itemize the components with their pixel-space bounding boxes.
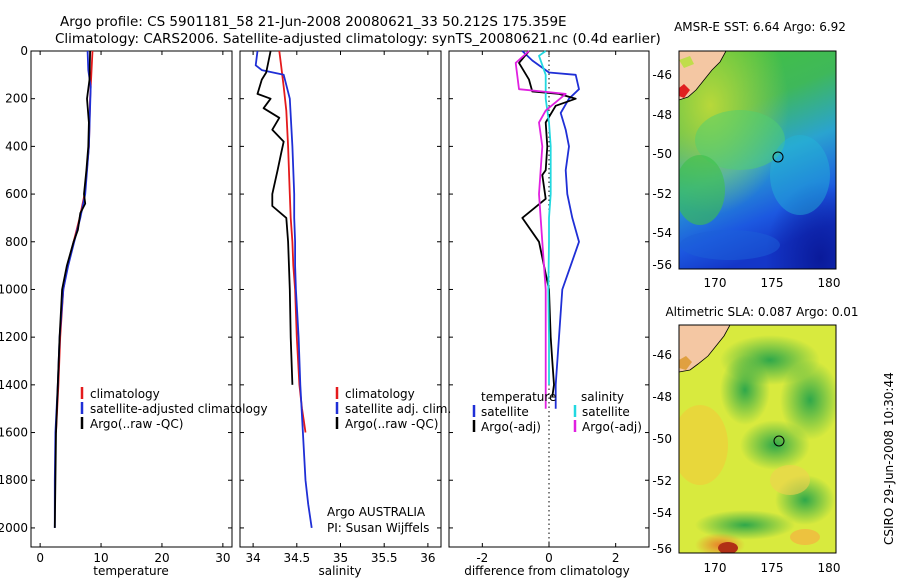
temperature-panel-series-argo-raw-qc- <box>53 50 91 528</box>
sst-map-ytick: -48 <box>652 108 672 122</box>
sst-map-ytick: -52 <box>652 187 672 201</box>
sla-map-ytick: -54 <box>652 506 672 520</box>
salinity-panel-xtick-label: 35.5 <box>371 551 398 565</box>
salinity-annotation-line2: PI: Susan Wijffels <box>327 521 429 535</box>
difference-legend-label: satellite <box>481 405 529 419</box>
temperature-axes <box>30 50 233 548</box>
salinity-panel-series-argo-raw-qc- <box>256 50 294 385</box>
difference-legend-label: Argo(-adj) <box>582 420 642 434</box>
sla-map-ytick: -46 <box>652 348 672 362</box>
depth-tick-label: 1600 <box>0 426 28 440</box>
difference-xlabel: difference from climatology <box>464 564 630 578</box>
sla-map-ytick: -50 <box>652 432 672 446</box>
figure-title-line2: Climatology: CARS2006. Satellite-adjuste… <box>55 31 661 47</box>
sla-map-title: Altimetric SLA: 0.087 Argo: 0.01 <box>665 305 858 319</box>
temperature-panel-xtick-label: 30 <box>215 551 230 565</box>
depth-tick-label: 1200 <box>0 330 28 344</box>
difference-panel-xtick-label: 0 <box>545 551 553 565</box>
sla-map-xtick-175: 175 <box>761 561 784 575</box>
temperature-panel-legend-label: satellite-adjusted climatology <box>90 402 268 416</box>
difference-panel-series-salinity-argo-adj- <box>514 50 567 409</box>
difference-panel-series-temperature-satellite <box>521 50 580 409</box>
sla-float-marker <box>773 435 785 447</box>
temperature-panel-legend-label: Argo(..raw -QC) <box>90 417 183 431</box>
temperature-panel-legend-label: climatology <box>90 387 160 401</box>
sla-map-xtick-170: 170 <box>704 561 727 575</box>
temperature-panel-xtick-label: 20 <box>154 551 169 565</box>
salinity-panel-xtick-label: 34 <box>245 551 260 565</box>
sst-float-marker <box>772 151 784 163</box>
salinity-panel-series-satellite-adj-clim- <box>254 50 313 529</box>
difference-panel-series-salinity-satellite <box>538 50 552 385</box>
salinity-panel-legend-label: satellite adj. clim. <box>345 402 451 416</box>
sst-map-xtick-170: 170 <box>704 276 727 290</box>
sst-map-image <box>679 51 836 269</box>
depth-tick-label: 800 <box>5 235 28 249</box>
sst-map-title: AMSR-E SST: 6.64 Argo: 6.92 <box>674 20 846 34</box>
salinity-panel-legend-label: Argo(..raw -QC) <box>345 417 438 431</box>
difference-panel-series-temperature-argo-adj- <box>518 50 577 397</box>
difference-legend-header-salinity: salinity <box>581 390 624 404</box>
difference-legend-label: satellite <box>582 405 630 419</box>
sla-land <box>679 325 731 373</box>
difference-legend-header-temperature: temperature <box>481 390 556 404</box>
salinity-axes <box>239 50 442 548</box>
depth-tick-label: 1800 <box>0 473 28 487</box>
difference-panel-xtick-label: -2 <box>476 551 488 565</box>
difference-legend-label: Argo(-adj) <box>481 420 541 434</box>
sla-map-ytick: -48 <box>652 390 672 404</box>
difference-panel-xtick-label: 2 <box>612 551 620 565</box>
salinity-panel-legend-label: climatology <box>345 387 415 401</box>
depth-tick-label: 1000 <box>0 282 28 296</box>
temperature-panel-xtick-label: 10 <box>93 551 108 565</box>
depth-tick-label: 200 <box>5 92 28 106</box>
sla-map-ytick: -56 <box>652 542 672 556</box>
depth-tick-label: 1400 <box>0 378 28 392</box>
depth-tick-label: 2000 <box>0 521 28 535</box>
sst-map-ytick: -50 <box>652 147 672 161</box>
sst-map-xtick-180: 180 <box>818 276 841 290</box>
sst-map-ytick: -56 <box>652 258 672 272</box>
salinity-panel-xtick-label: 34.5 <box>283 551 310 565</box>
sla-map-ytick: -52 <box>652 474 672 488</box>
salinity-panel-xtick-label: 35 <box>333 551 348 565</box>
salinity-annotation-line1: Argo AUSTRALIA <box>327 505 426 519</box>
sst-map-ytick: -46 <box>652 68 672 82</box>
sla-map-xtick-180: 180 <box>818 561 841 575</box>
sst-map-xtick-175: 175 <box>761 276 784 290</box>
depth-tick-label: 600 <box>5 187 28 201</box>
depth-tick-label: 400 <box>5 139 28 153</box>
sla-map-image <box>679 325 836 553</box>
sla-map-frame <box>678 324 837 554</box>
side-timestamp-label: CSIRO 29-Jun-2008 10:30:44 <box>882 372 896 545</box>
salinity-panel-xtick-label: 36 <box>420 551 435 565</box>
temperature-xlabel: temperature <box>93 564 168 578</box>
temperature-panel-xtick-label: 0 <box>36 551 44 565</box>
salinity-xlabel: salinity <box>318 564 361 578</box>
sst-map-frame <box>678 50 837 270</box>
sst-map-ytick: -54 <box>652 226 672 240</box>
depth-tick-label: 0 <box>20 44 28 58</box>
figure-title-line1: Argo profile: CS 5901181_58 21-Jun-2008 … <box>60 14 567 30</box>
